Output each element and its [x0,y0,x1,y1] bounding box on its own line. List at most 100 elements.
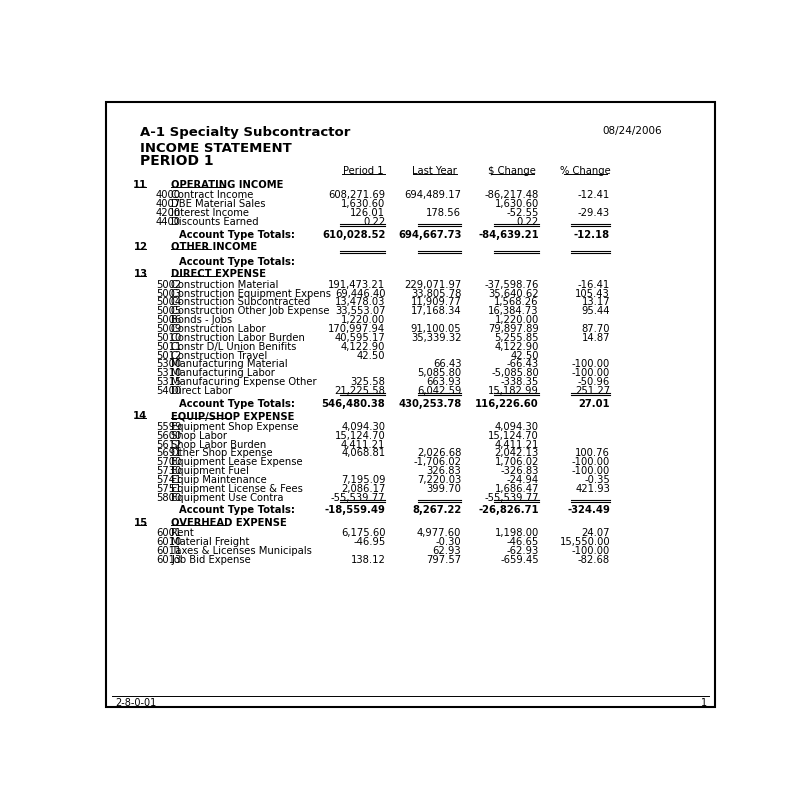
Text: 7,195.09: 7,195.09 [340,475,385,485]
Text: -100.00: -100.00 [572,546,610,556]
Text: 91,100.05: 91,100.05 [411,324,461,334]
Text: 11,909.77: 11,909.77 [410,297,461,308]
Text: Account Type Totals:: Account Type Totals: [179,230,296,239]
Text: Direct Labor: Direct Labor [171,386,232,396]
Text: 11: 11 [133,180,147,190]
Text: 5730: 5730 [156,466,181,476]
Text: Shop Labor Burden: Shop Labor Burden [171,440,267,449]
Text: Bonds - Jobs: Bonds - Jobs [171,315,232,325]
Text: Construction Labor Burden: Construction Labor Burden [171,333,305,343]
Text: Construction Equipment Expens: Construction Equipment Expens [171,288,332,299]
Text: 663.93: 663.93 [426,377,461,387]
Text: 08/24/2006: 08/24/2006 [602,126,662,136]
Text: Manufacturing Labor: Manufacturing Labor [171,368,276,378]
Text: 1,686.47: 1,686.47 [494,484,539,493]
Text: -100.00: -100.00 [572,457,610,467]
Text: 27.01: 27.01 [578,399,610,409]
Text: Equip Maintenance: Equip Maintenance [171,475,268,485]
Text: 35,339.32: 35,339.32 [411,333,461,343]
Text: 15,124.70: 15,124.70 [488,431,539,441]
Text: 430,253.78: 430,253.78 [398,399,461,409]
Text: 5300: 5300 [156,360,181,369]
Text: % Change: % Change [560,166,610,176]
Text: -100.00: -100.00 [572,360,610,369]
FancyBboxPatch shape [107,103,714,706]
Text: Account Type Totals:: Account Type Totals: [179,256,296,267]
Text: Rent: Rent [171,529,194,538]
Text: Discounts Earned: Discounts Earned [171,217,259,227]
Text: -84,639.21: -84,639.21 [478,230,539,239]
Text: 15: 15 [133,518,147,528]
Text: 399.70: 399.70 [426,484,461,493]
Text: Equipment Fuel: Equipment Fuel [171,466,249,476]
Text: -26,826.71: -26,826.71 [478,505,539,515]
Text: 126.01: 126.01 [350,208,385,218]
Text: 138.12: 138.12 [351,555,385,565]
Text: 4,411.21: 4,411.21 [341,440,385,449]
Text: Taxes & Licenses Municipals: Taxes & Licenses Municipals [171,546,312,556]
Text: -29.43: -29.43 [578,208,610,218]
Text: Material Freight: Material Freight [171,537,250,547]
Text: 40,595.17: 40,595.17 [335,333,385,343]
Text: -18,559.49: -18,559.49 [324,505,385,515]
Text: Construction Other Job Expense: Construction Other Job Expense [171,306,330,316]
Text: 16,384.73: 16,384.73 [489,306,539,316]
Text: 5009: 5009 [156,324,181,334]
Text: 5006: 5006 [156,315,181,325]
Text: 326.83: 326.83 [426,466,461,476]
Text: 17,168.34: 17,168.34 [411,306,461,316]
Text: 35,640.62: 35,640.62 [488,288,539,299]
Text: 6010: 6010 [156,537,181,547]
Text: DBE Material Sales: DBE Material Sales [171,199,266,209]
Text: Construction Labor: Construction Labor [171,324,266,334]
Text: 33,805.78: 33,805.78 [411,288,461,299]
Text: 5600: 5600 [156,431,181,441]
Text: -55,539.77: -55,539.77 [331,493,385,503]
Text: -37,598.76: -37,598.76 [485,280,539,290]
Text: INCOME STATEMENT: INCOME STATEMENT [140,142,292,155]
Text: -24.94: -24.94 [507,475,539,485]
Text: 5599: 5599 [156,422,181,432]
Text: 5,085.80: 5,085.80 [417,368,461,378]
Text: 66.43: 66.43 [433,360,461,369]
Text: 87.70: 87.70 [582,324,610,334]
Text: 1,630.60: 1,630.60 [494,199,539,209]
Text: -50.96: -50.96 [578,377,610,387]
Text: 251.27: 251.27 [575,386,610,396]
Text: 4,122.90: 4,122.90 [341,342,385,352]
Text: 694,667.73: 694,667.73 [398,230,461,239]
Text: 5,255.85: 5,255.85 [494,333,539,343]
Text: 79,897.89: 79,897.89 [488,324,539,334]
Text: 42.50: 42.50 [510,351,539,360]
Text: 5011: 5011 [156,342,181,352]
Text: 229,071.97: 229,071.97 [404,280,461,290]
Text: 694,489.17: 694,489.17 [405,191,461,200]
Text: 178.56: 178.56 [426,208,461,218]
Text: 42.50: 42.50 [356,351,385,360]
Text: Interest Income: Interest Income [171,208,249,218]
Text: 4,411.21: 4,411.21 [494,440,539,449]
Text: 95.44: 95.44 [582,306,610,316]
Text: 5003: 5003 [156,288,181,299]
Text: 6001: 6001 [156,529,181,538]
Text: 4,094.30: 4,094.30 [495,422,539,432]
Text: 33,553.07: 33,553.07 [335,306,385,316]
Text: 4007: 4007 [156,199,181,209]
Text: 325.58: 325.58 [351,377,385,387]
Text: 4,094.30: 4,094.30 [341,422,385,432]
Text: 4,068.81: 4,068.81 [341,449,385,458]
Text: 105.43: 105.43 [575,288,610,299]
Text: Contract Income: Contract Income [171,191,254,200]
Text: Other Shop Expense: Other Shop Expense [171,449,273,458]
Text: A-1 Specialty Subcontractor: A-1 Specialty Subcontractor [140,126,351,139]
Text: -326.83: -326.83 [501,466,539,476]
Text: Construction Travel: Construction Travel [171,351,268,360]
Text: 4200: 4200 [156,208,181,218]
Text: -55,539.77: -55,539.77 [485,493,539,503]
Text: -0.35: -0.35 [584,475,610,485]
Text: 6,042.59: 6,042.59 [417,386,461,396]
Text: 6,175.60: 6,175.60 [340,529,385,538]
Text: -86,217.48: -86,217.48 [485,191,539,200]
Text: 116,226.60: 116,226.60 [475,399,539,409]
Text: 6011: 6011 [156,546,181,556]
